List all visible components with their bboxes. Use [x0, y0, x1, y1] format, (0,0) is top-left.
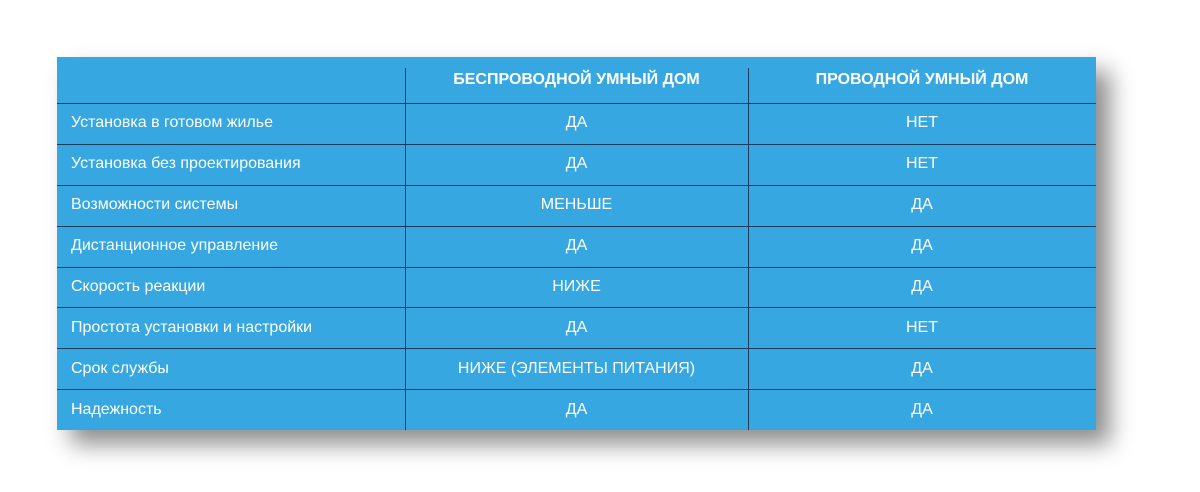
cell-value: НИЖЕ (ЭЛЕМЕНТЫ ПИТАНИЯ)	[457, 359, 696, 377]
row-label: Установка без проектирования	[71, 155, 301, 173]
cell-value: ДА	[911, 196, 933, 214]
row-divider	[57, 103, 1096, 104]
row-divider	[57, 143, 1096, 145]
column-header: ПРОВОДНОЙ УМНЫЙ ДОМ	[815, 71, 1029, 88]
column-divider	[748, 68, 749, 430]
row-divider	[57, 225, 1096, 227]
row-divider	[57, 348, 1096, 350]
row-label: Скорость реакции	[71, 277, 206, 295]
comparison-table: БЕСПРОВОДНОЙ УМНЫЙ ДОМ ПРОВОДНОЙ УМНЫЙ ДО…	[57, 57, 1096, 430]
cell-value: ДА	[911, 277, 933, 295]
cell-value: МЕНЬШЕ	[540, 196, 613, 214]
row-label: Срок службы	[71, 359, 169, 377]
cell-value: НЕТ	[906, 318, 938, 336]
cell-value: НЕТ	[906, 114, 938, 132]
column-header: БЕСПРОВОДНОЙ УМНЫЙ ДОМ	[453, 71, 700, 88]
row-divider	[57, 184, 1096, 186]
cell-value: ДА	[911, 359, 933, 377]
row-label: Надежность	[71, 400, 162, 418]
cell-value: ДА	[911, 400, 933, 418]
row-divider	[57, 389, 1096, 391]
cell-value: НЕТ	[906, 155, 938, 173]
cell-value: ДА	[565, 237, 588, 255]
cell-value: ДА	[565, 318, 588, 336]
row-divider	[57, 266, 1096, 268]
cell-value: НИЖЕ	[552, 277, 601, 295]
cell-value: ДА	[565, 155, 588, 173]
cell-value: ДА	[911, 237, 933, 255]
column-divider	[405, 68, 406, 430]
cell-value: ДА	[565, 114, 588, 132]
row-divider	[57, 307, 1096, 309]
row-label: Простота установки и настройки	[71, 318, 313, 336]
row-label: Дистанционное управление	[71, 237, 279, 255]
cell-value: ДА	[565, 400, 588, 418]
row-label: Установка в готовом жилье	[71, 114, 273, 132]
row-label: Возможности системы	[71, 196, 239, 214]
